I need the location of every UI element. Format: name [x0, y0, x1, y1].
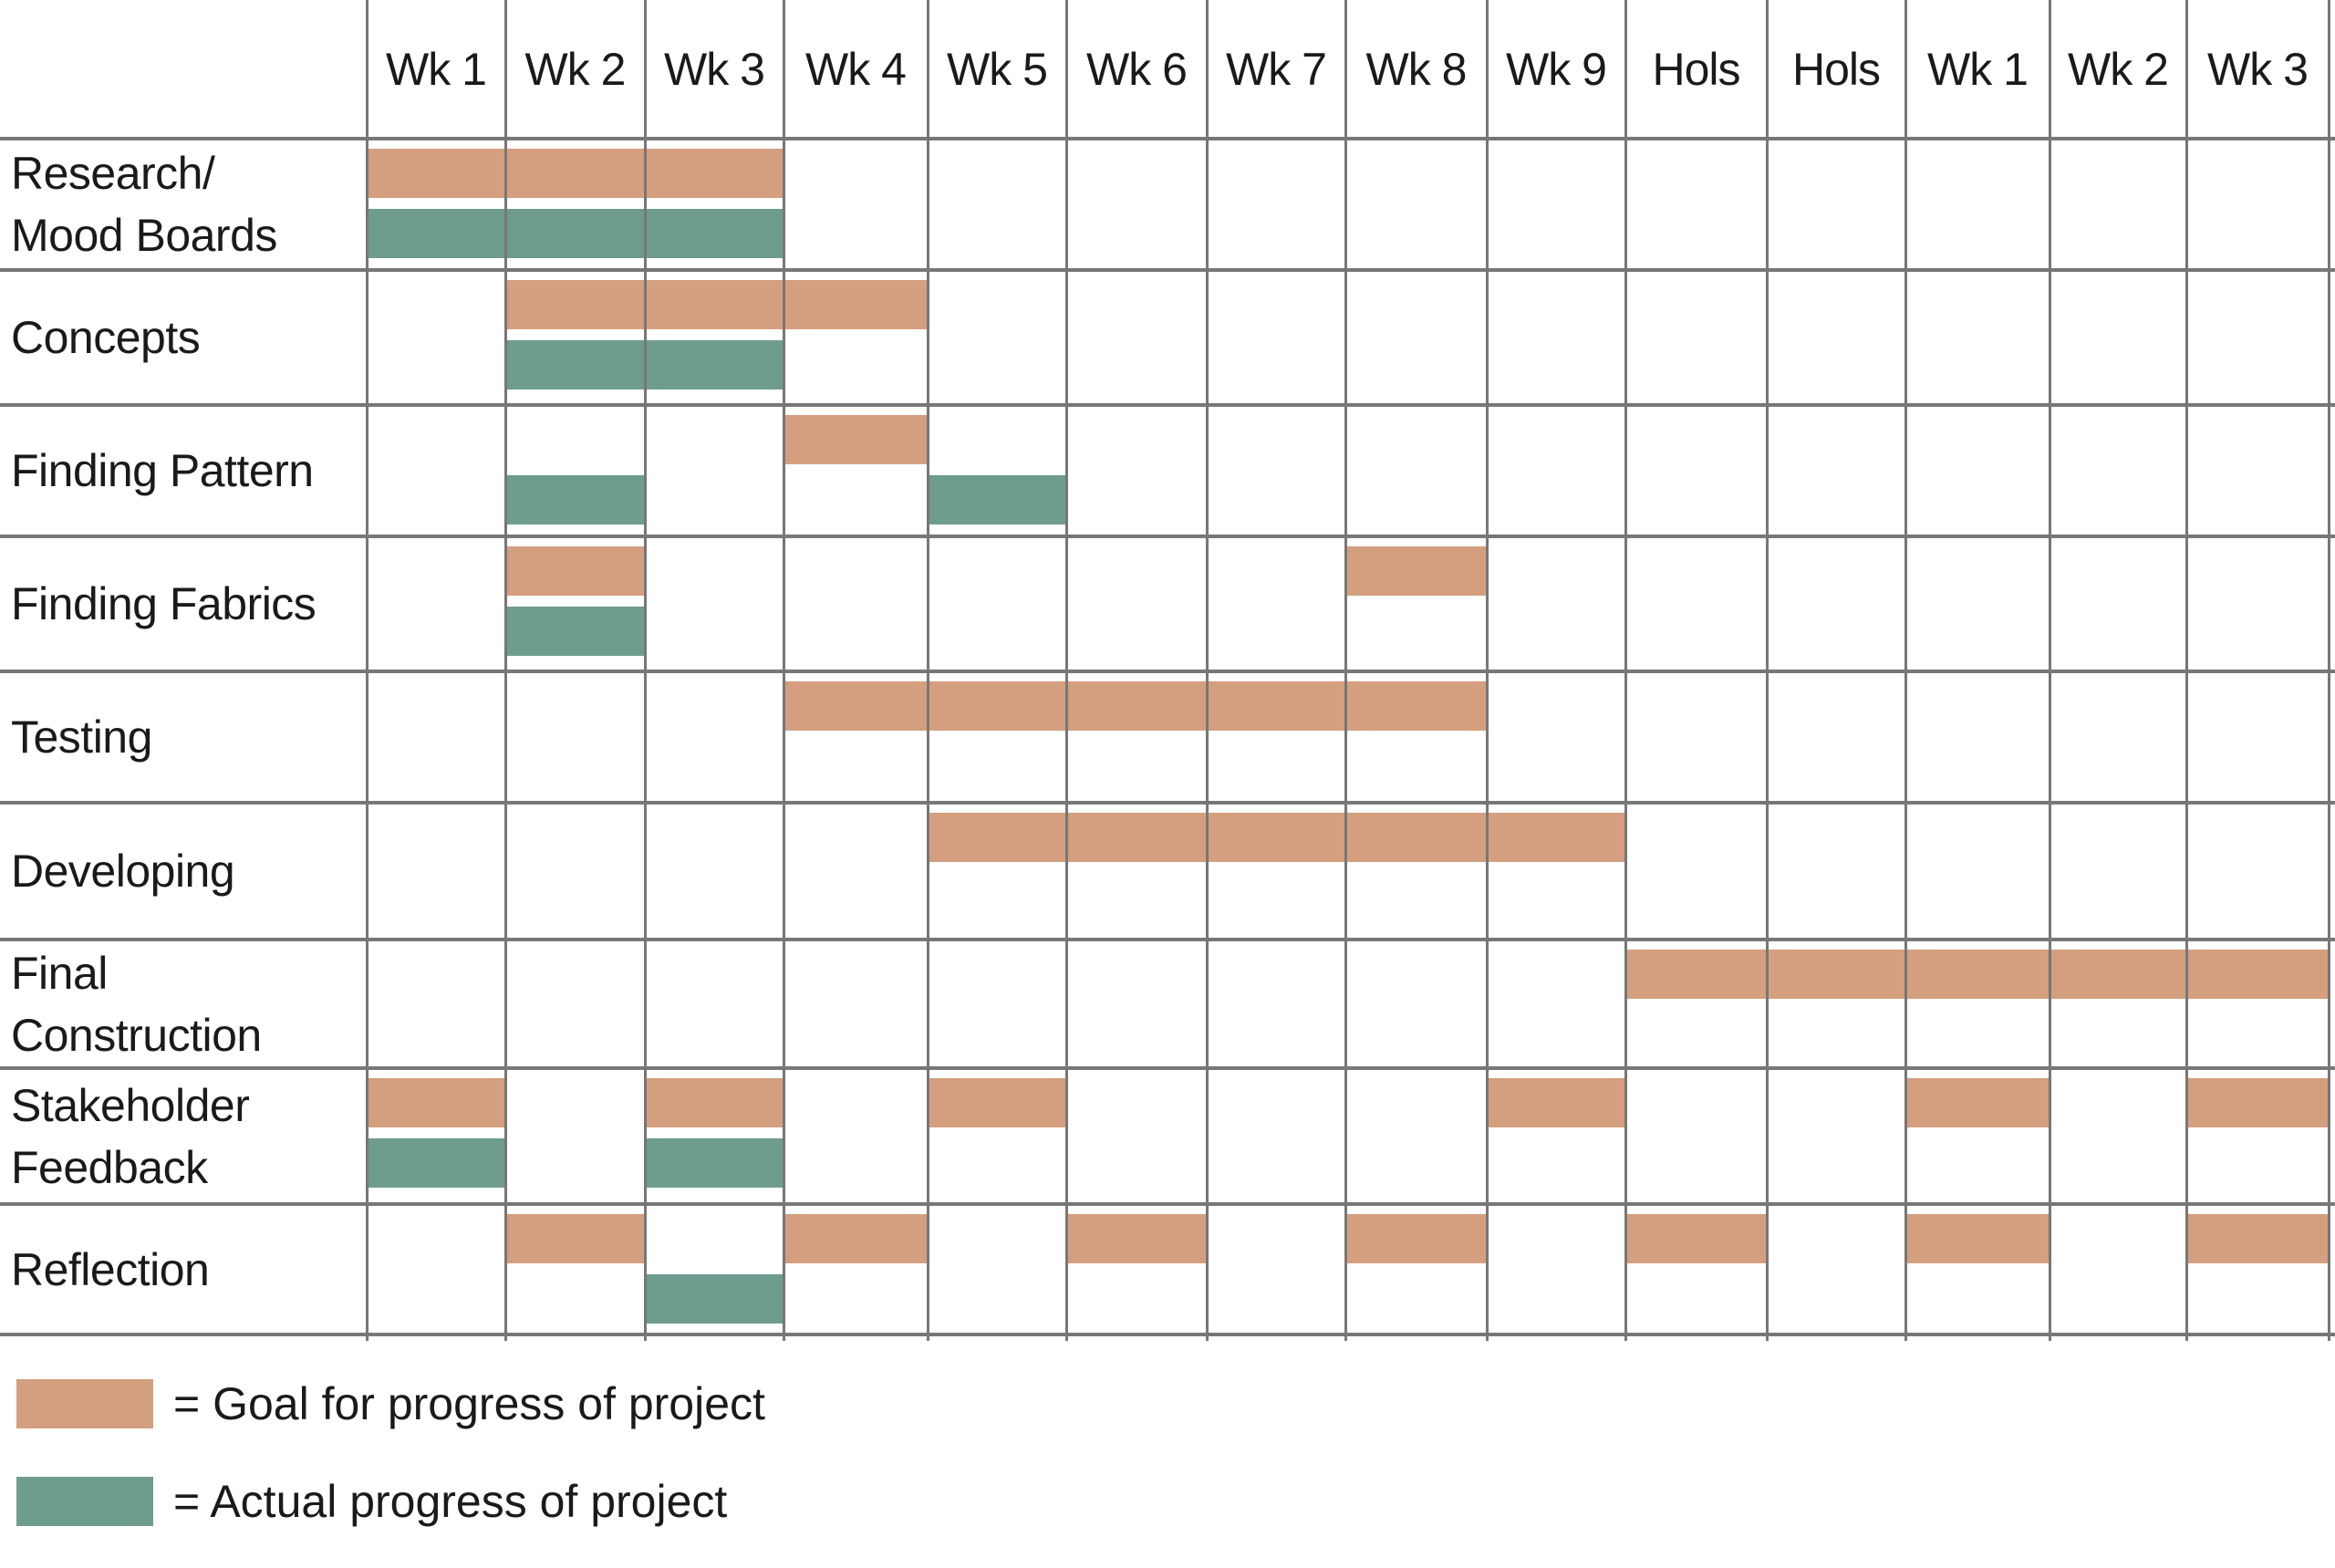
- goal-bar: [1905, 1078, 2050, 1127]
- goal-bar: [1345, 546, 1487, 596]
- task-label-text: Reflection: [11, 1243, 210, 1295]
- task-label: Finding Pattern: [11, 405, 362, 536]
- goal-bar: [505, 149, 645, 198]
- task-label: Testing: [11, 671, 362, 803]
- goal-bar: [1066, 813, 1207, 862]
- task-label-text: Stakeholder Feedback: [11, 1079, 250, 1193]
- task-label-text: Finding Fabrics: [11, 578, 317, 629]
- column-header: Wk 7: [1226, 44, 1327, 95]
- actual-bar: [505, 607, 645, 656]
- column-header: Wk 2: [2068, 44, 2169, 95]
- grid-hline: [0, 1202, 2335, 1206]
- goal-bar: [505, 1214, 645, 1263]
- task-label: Developing: [11, 803, 362, 940]
- legend-goal-text: = Goal for progress of project: [173, 1378, 765, 1429]
- goal-bar: [1207, 813, 1345, 862]
- goal-bar: [1066, 681, 1207, 731]
- task-label: Reflection: [11, 1204, 362, 1334]
- goal-bar: [645, 1078, 784, 1127]
- actual-bar: [505, 475, 645, 524]
- actual-bar: [367, 209, 505, 258]
- goal-bar: [928, 681, 1066, 731]
- goal-bar: [1345, 813, 1487, 862]
- actual-bar: [645, 340, 784, 389]
- task-label-text: Research/ Mood Boards: [11, 148, 277, 261]
- column-header: Wk 3: [2207, 44, 2309, 95]
- goal-bar: [928, 1078, 1066, 1127]
- goal-bar: [784, 280, 928, 329]
- legend-actual: = Actual progress of project: [16, 1475, 727, 1528]
- goal-bar: [505, 546, 645, 596]
- task-label-text: Concepts: [11, 312, 201, 363]
- goal-bar: [1345, 1214, 1487, 1263]
- actual-bar: [928, 475, 1066, 524]
- goal-bar: [2186, 950, 2329, 999]
- task-label: Final Construction: [11, 940, 362, 1068]
- goal-bar: [1066, 1214, 1207, 1263]
- goal-bar: [505, 280, 645, 329]
- goal-bar: [1487, 1078, 1625, 1127]
- column-header: Wk 4: [805, 44, 907, 95]
- actual-bar: [367, 1138, 505, 1188]
- goal-bar: [1207, 681, 1345, 731]
- actual-bar: [645, 1138, 784, 1188]
- goal-bar: [2186, 1078, 2329, 1127]
- goal-bar: [1625, 1214, 1767, 1263]
- goal-bar: [367, 1078, 505, 1127]
- task-label-text: Testing: [11, 711, 152, 763]
- column-header: Hols: [1652, 44, 1740, 95]
- task-label-text: Developing: [11, 846, 235, 897]
- grid-hline: [0, 670, 2335, 673]
- column-header: Wk 8: [1365, 44, 1468, 95]
- column-header: Hols: [1791, 44, 1881, 95]
- legend-goal: = Goal for progress of project: [16, 1377, 765, 1430]
- grid-hline: [0, 801, 2335, 805]
- grid-hline: [0, 938, 2335, 941]
- legend-actual-swatch: [16, 1477, 153, 1526]
- actual-bar: [505, 340, 645, 389]
- column-header: Wk 1: [1927, 44, 2029, 95]
- goal-bar: [367, 149, 505, 198]
- goal-bar: [1905, 950, 2050, 999]
- legend-actual-text: = Actual progress of project: [173, 1476, 728, 1527]
- column-header: Wk 6: [1086, 44, 1188, 95]
- task-label: Concepts: [11, 270, 362, 405]
- task-label: Stakeholder Feedback: [11, 1068, 362, 1204]
- goal-bar: [1767, 950, 1905, 999]
- task-label-text: Finding Pattern: [11, 445, 314, 496]
- actual-bar: [645, 209, 784, 258]
- goal-bar: [928, 813, 1066, 862]
- actual-bar: [505, 209, 645, 258]
- actual-bar: [645, 1274, 784, 1324]
- goal-bar: [1905, 1214, 2050, 1263]
- goal-bar: [784, 1214, 928, 1263]
- goal-bar: [2050, 950, 2186, 999]
- goal-bar: [1487, 813, 1625, 862]
- goal-bar: [784, 681, 928, 731]
- task-label-text: Final Construction: [11, 947, 262, 1061]
- goal-bar: [784, 415, 928, 464]
- grid-hline: [0, 1066, 2335, 1070]
- legend-goal-swatch: [16, 1379, 153, 1428]
- goal-bar: [2186, 1214, 2329, 1263]
- goal-bar: [645, 280, 784, 329]
- grid-hline: [0, 535, 2335, 538]
- column-header: Wk 9: [1506, 44, 1607, 95]
- column-header: Wk 1: [386, 44, 487, 95]
- column-header: Wk 5: [947, 44, 1048, 95]
- goal-bar: [1345, 681, 1487, 731]
- grid-hline: [0, 137, 2335, 140]
- grid-hline: [0, 1333, 2335, 1336]
- task-label: Research/ Mood Boards: [11, 139, 362, 270]
- column-header: Wk 3: [664, 44, 765, 95]
- column-header: Wk 2: [524, 44, 627, 95]
- goal-bar: [645, 149, 784, 198]
- grid-hline: [0, 268, 2335, 272]
- task-label: Finding Fabrics: [11, 536, 362, 671]
- gantt-chart: Wk 1 Wk 2 Wk 3 Wk 4 Wk 5 Wk 6 Wk 7 Wk 8 Wk 9 Hols…: [0, 0, 2335, 1341]
- goal-bar: [1625, 950, 1767, 999]
- grid-hline: [0, 403, 2335, 407]
